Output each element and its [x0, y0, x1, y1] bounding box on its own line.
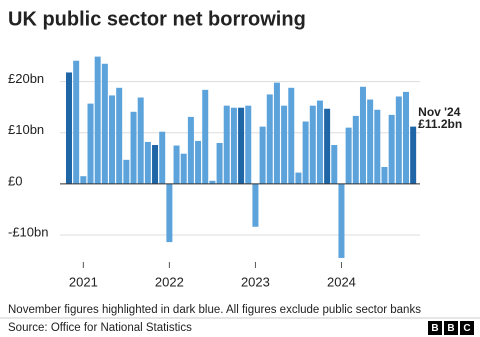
- bar: [252, 183, 259, 227]
- source: Source: Office for National Statistics: [8, 322, 192, 334]
- logo-letter: B: [447, 323, 454, 334]
- bar: [367, 99, 374, 184]
- bar: [223, 105, 230, 184]
- bar: [180, 153, 187, 184]
- logo-box: [460, 321, 474, 335]
- bar: [316, 100, 323, 184]
- bar: [137, 97, 144, 184]
- bar: [80, 176, 87, 184]
- bar: [245, 105, 252, 184]
- bar: [209, 180, 216, 184]
- bar: [295, 172, 302, 184]
- bar: [130, 111, 137, 184]
- bar: [352, 115, 359, 184]
- bar: [166, 183, 173, 243]
- y-tick-label: £10bn: [8, 122, 44, 137]
- bar: [381, 166, 388, 184]
- x-tick-label: 2021: [69, 274, 98, 289]
- bar: [216, 142, 223, 184]
- bar: [159, 131, 166, 184]
- bar: [410, 126, 417, 184]
- bar: [331, 145, 338, 184]
- y-tick-label: £0: [8, 173, 22, 188]
- note: November figures highlighted in dark blu…: [8, 304, 421, 316]
- bar: [109, 95, 116, 184]
- bar: [302, 121, 309, 184]
- chart-title: UK public sector net borrowing: [8, 8, 306, 30]
- bar: [101, 63, 108, 184]
- logo-letter: C: [463, 323, 470, 334]
- bar: [152, 145, 159, 184]
- bar: [94, 56, 101, 184]
- bar: [288, 87, 295, 184]
- bar: [123, 159, 130, 184]
- bar: [173, 145, 180, 184]
- value-label: £11.2bn: [418, 117, 462, 131]
- bar: [388, 114, 395, 184]
- y-tick-label: -£10bn: [8, 224, 48, 239]
- bar: [395, 96, 402, 184]
- logo-box: [444, 321, 458, 335]
- bar: [359, 86, 366, 184]
- bar: [273, 82, 280, 184]
- bar: [309, 105, 316, 184]
- logo-letter: B: [431, 323, 438, 334]
- bar: [338, 183, 345, 258]
- bar: [202, 89, 209, 184]
- bar: [266, 94, 273, 184]
- bar: [73, 60, 80, 184]
- bar: [116, 87, 123, 184]
- x-tick-label: 2022: [155, 274, 184, 289]
- x-tick-label: 2024: [327, 274, 356, 289]
- bar: [195, 140, 202, 184]
- bar: [324, 108, 331, 184]
- bar: [374, 109, 381, 184]
- bar: [87, 103, 94, 184]
- bar: [144, 141, 151, 184]
- bar: [238, 107, 245, 184]
- bar: [259, 126, 266, 184]
- bar: [230, 107, 237, 184]
- bar: [345, 127, 352, 184]
- bar: [187, 116, 194, 184]
- bar: [281, 105, 288, 184]
- bar: [66, 72, 72, 184]
- annotation: Nov '24: [418, 105, 461, 119]
- bar: [402, 91, 409, 184]
- x-tick-label: 2023: [241, 274, 270, 289]
- logo-box: [428, 321, 442, 335]
- y-tick-label: £20bn: [8, 71, 44, 86]
